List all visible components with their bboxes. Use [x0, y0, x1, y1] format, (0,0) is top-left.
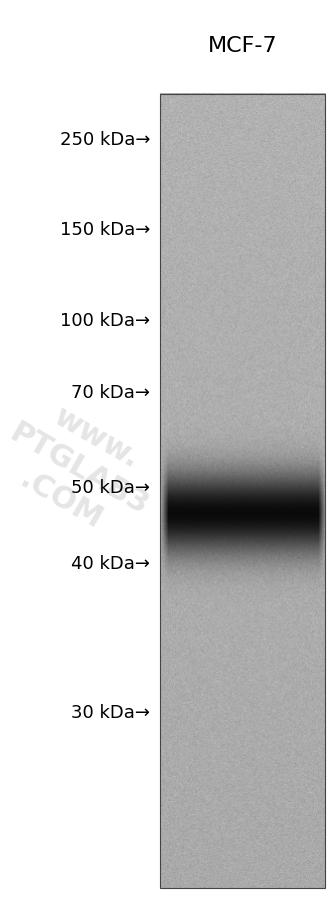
Text: 40 kDa→: 40 kDa→ — [71, 555, 150, 573]
Text: www.
PTGLAB3
.COM: www. PTGLAB3 .COM — [0, 387, 172, 551]
Text: 50 kDa→: 50 kDa→ — [71, 478, 150, 496]
Text: 100 kDa→: 100 kDa→ — [60, 311, 150, 329]
Bar — [160, 95, 325, 888]
Text: 70 kDa→: 70 kDa→ — [71, 383, 150, 401]
Text: 250 kDa→: 250 kDa→ — [60, 131, 150, 149]
Text: MCF-7: MCF-7 — [208, 36, 277, 56]
Text: 30 kDa→: 30 kDa→ — [71, 704, 150, 722]
Text: 150 kDa→: 150 kDa→ — [60, 221, 150, 239]
